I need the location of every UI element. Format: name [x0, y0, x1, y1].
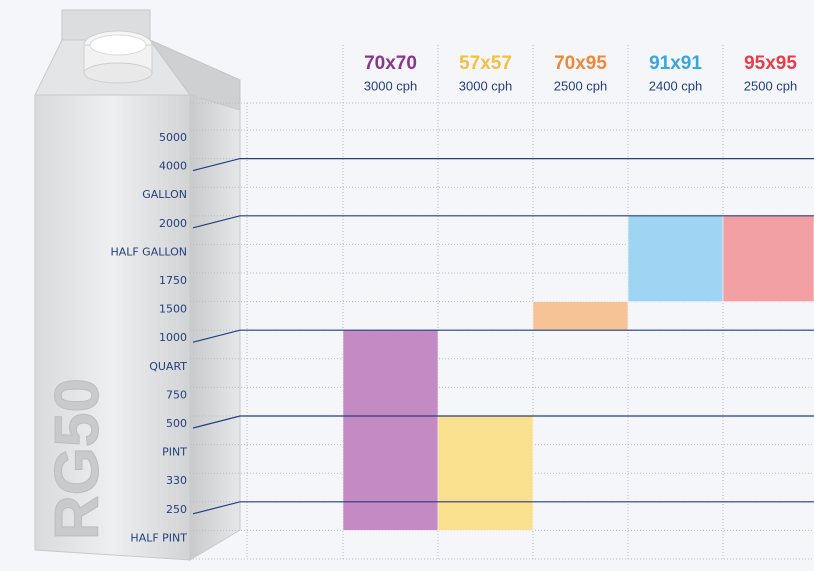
series-rate: 2400 cph: [649, 78, 703, 93]
row-label: GALLON: [142, 188, 187, 201]
series-rate: 3000 cph: [364, 78, 418, 93]
carton: [34, 9, 241, 561]
series-name: 70x95: [554, 53, 607, 74]
row-label: 1500: [159, 303, 187, 316]
series-rate: 3000 cph: [459, 78, 513, 93]
row-label: 5000: [159, 131, 187, 144]
range-bar: [342, 329, 439, 531]
labels: 5000 4000 GALLON 2000 HALF GALLON 1750 1500 100…: [110, 53, 797, 544]
row-label: PINT: [162, 446, 187, 459]
series-name: 57x57: [459, 53, 512, 74]
range-bar: [627, 215, 724, 302]
brand: RG50: [43, 378, 112, 540]
row-label: QUART: [149, 360, 187, 373]
row-label: HALF PINT: [130, 531, 187, 544]
row-label: 4000: [159, 160, 187, 173]
series-rate: 2500 cph: [554, 78, 608, 93]
highlight-lines: [192, 158, 814, 515]
highlight-line: [192, 158, 814, 172]
row-label: 330: [166, 474, 187, 487]
highlight-line: [192, 329, 814, 343]
row-label: 750: [166, 388, 187, 401]
series-rate: 2500 cph: [744, 78, 798, 93]
row-label: 2000: [159, 217, 187, 230]
row-label: 1000: [159, 331, 187, 344]
row-label: 500: [166, 417, 187, 430]
row-label: HALF GALLON: [110, 245, 187, 258]
series-name: 91x91: [649, 53, 702, 74]
highlight-line: [192, 415, 814, 429]
series-name: 70x70: [364, 53, 417, 74]
highlight-line: [192, 215, 814, 229]
bars: [342, 215, 814, 531]
range-bar: [532, 301, 629, 331]
highlight-line: [192, 501, 814, 515]
series-name: 95x95: [744, 53, 797, 74]
row-label: 1750: [159, 274, 187, 287]
range-bar: [722, 215, 814, 302]
row-label: 250: [166, 503, 187, 516]
range-bar: [437, 415, 534, 531]
